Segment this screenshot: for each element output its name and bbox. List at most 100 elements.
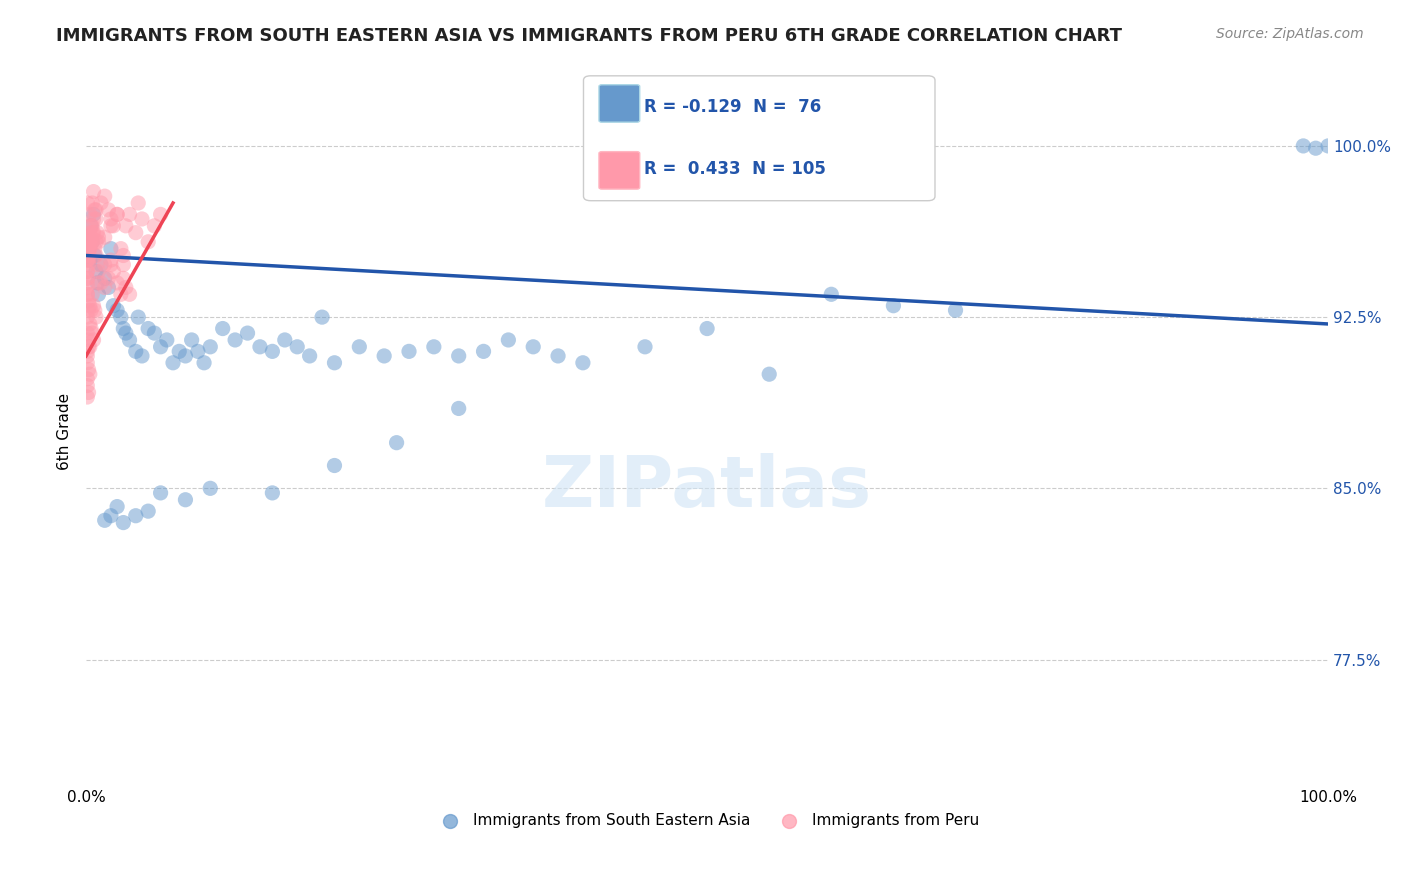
Point	[174, 492, 197, 507]
Point	[112, 321, 135, 335]
Point	[211, 321, 233, 335]
Point	[200, 481, 222, 495]
Point	[127, 196, 149, 211]
Point	[76, 349, 98, 363]
Point	[76, 253, 98, 268]
Point	[249, 340, 271, 354]
Point	[114, 326, 136, 340]
Point	[136, 504, 159, 518]
Point	[76, 344, 98, 359]
Point	[76, 356, 98, 370]
Point	[83, 185, 105, 199]
Point	[112, 516, 135, 530]
Point	[187, 344, 209, 359]
Point	[77, 230, 100, 244]
Point	[86, 258, 108, 272]
Point	[83, 242, 105, 256]
Point	[224, 333, 246, 347]
Point	[77, 258, 100, 272]
Point	[97, 202, 120, 217]
Point	[262, 344, 284, 359]
Point	[77, 303, 100, 318]
Point	[77, 385, 100, 400]
Point	[76, 378, 98, 392]
Point	[76, 248, 98, 262]
Point	[77, 340, 100, 354]
Point	[1292, 139, 1315, 153]
Point	[100, 219, 122, 233]
Point	[83, 299, 105, 313]
Point	[945, 303, 967, 318]
Point	[77, 253, 100, 268]
Point	[758, 368, 780, 382]
Point	[76, 287, 98, 301]
Text: R =  0.433  N = 105: R = 0.433 N = 105	[644, 161, 825, 178]
Point	[77, 362, 100, 376]
Point	[200, 340, 222, 354]
Point	[100, 211, 122, 226]
Point	[80, 219, 103, 233]
Point	[97, 280, 120, 294]
Point	[156, 333, 179, 347]
Point	[547, 349, 569, 363]
Point	[193, 356, 215, 370]
Point	[1317, 139, 1340, 153]
Text: R = -0.129  N =  76: R = -0.129 N = 76	[644, 98, 821, 116]
Legend: Immigrants from South Eastern Asia, Immigrants from Peru: Immigrants from South Eastern Asia, Immi…	[429, 807, 986, 834]
Point	[79, 226, 101, 240]
Point	[149, 486, 172, 500]
Point	[82, 226, 104, 240]
Point	[149, 340, 172, 354]
Text: ZIPatlas: ZIPatlas	[543, 453, 872, 523]
Point	[373, 349, 395, 363]
Text: IMMIGRANTS FROM SOUTH EASTERN ASIA VS IMMIGRANTS FROM PERU 6TH GRADE CORRELATION: IMMIGRANTS FROM SOUTH EASTERN ASIA VS IM…	[56, 27, 1122, 45]
Point	[522, 340, 544, 354]
Point	[100, 258, 122, 272]
Point	[285, 340, 308, 354]
Point	[83, 202, 105, 217]
Point	[76, 271, 98, 285]
Point	[93, 230, 115, 244]
Point	[80, 230, 103, 244]
Point	[136, 321, 159, 335]
Point	[127, 310, 149, 325]
Point	[76, 287, 98, 301]
Point	[82, 196, 104, 211]
Point	[83, 333, 105, 347]
Point	[112, 271, 135, 285]
Point	[80, 235, 103, 249]
Point	[634, 340, 657, 354]
Point	[76, 310, 98, 325]
Point	[76, 280, 98, 294]
Point	[87, 287, 110, 301]
Point	[131, 211, 153, 226]
Point	[76, 242, 98, 256]
Point	[76, 326, 98, 340]
Point	[79, 299, 101, 313]
Point	[447, 349, 470, 363]
Point	[143, 326, 166, 340]
Point	[76, 276, 98, 290]
Point	[112, 248, 135, 262]
Point	[79, 253, 101, 268]
Point	[80, 303, 103, 318]
Point	[76, 271, 98, 285]
Point	[114, 219, 136, 233]
Point	[80, 321, 103, 335]
Point	[131, 349, 153, 363]
Point	[311, 310, 333, 325]
Point	[180, 333, 202, 347]
Point	[80, 219, 103, 233]
Point	[118, 207, 141, 221]
Point	[136, 235, 159, 249]
Point	[84, 248, 107, 262]
Point	[77, 294, 100, 309]
Point	[90, 258, 112, 272]
Point	[125, 508, 148, 523]
Point	[262, 486, 284, 500]
Point	[79, 317, 101, 331]
Point	[174, 349, 197, 363]
Point	[84, 310, 107, 325]
Point	[105, 500, 128, 514]
Point	[323, 458, 346, 473]
